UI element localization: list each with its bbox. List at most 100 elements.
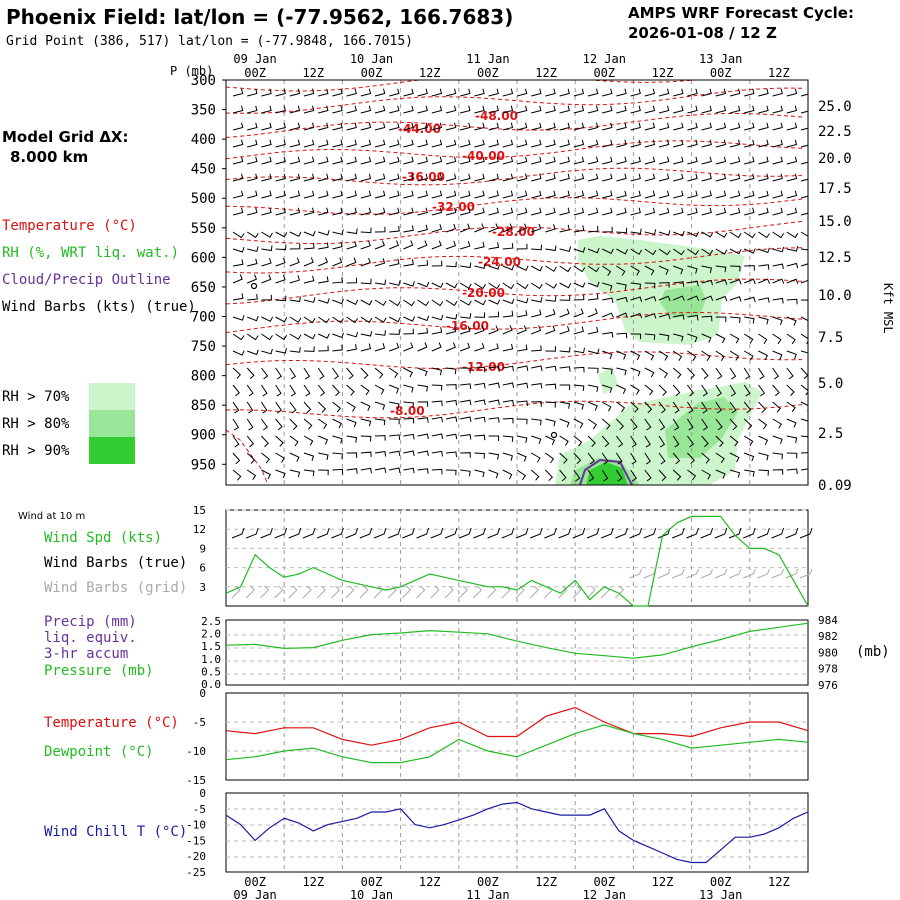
pressure-tick-label: 982 (818, 630, 838, 643)
wind-barb (672, 401, 680, 414)
wind-barb (417, 384, 429, 392)
wind-barb (360, 435, 372, 442)
wind-barb (232, 293, 244, 301)
wind-barb (474, 434, 486, 441)
grid-wind-barb (345, 585, 355, 599)
wind-barb (772, 418, 782, 429)
wind-barb (673, 156, 684, 165)
wind-barb (346, 122, 357, 131)
wind-barb (757, 367, 765, 380)
wind-barb (559, 156, 570, 165)
cross-section-border (225, 79, 809, 486)
top-hour-label: 12Z (535, 66, 557, 80)
wind-barb (744, 105, 755, 114)
wind-barb (587, 88, 599, 97)
wind-barb (303, 230, 316, 237)
wind-barb (701, 231, 714, 238)
surface-wind-barb (274, 527, 288, 539)
wind-barb (289, 435, 299, 447)
wind-barb (715, 435, 724, 447)
wind-barb (687, 384, 695, 397)
isotherm-label: -28.00 (492, 225, 535, 239)
wind-barb (232, 207, 244, 216)
wind-barb (303, 156, 315, 165)
wind-barb (531, 401, 542, 407)
wind-barb (616, 350, 627, 360)
bottom-hour-label: 12Z (535, 875, 557, 889)
wind-barb (573, 308, 584, 318)
legend-temperature-panel: Temperature (°C) (44, 715, 179, 731)
wind-barb (417, 105, 428, 114)
wind-barb (445, 88, 457, 97)
wind-barb (743, 384, 751, 397)
wind-barb (587, 156, 599, 165)
wind-barb (232, 122, 244, 131)
wind-barb (431, 260, 443, 267)
wind-barb (261, 367, 269, 380)
wind-barb (332, 435, 343, 444)
top-hour-label: 12Z (768, 66, 790, 80)
wind-barb (289, 207, 301, 216)
wind-barb (673, 88, 684, 97)
grid-wind-barb (657, 568, 671, 579)
surface-wind-barb (444, 527, 458, 539)
wind-barb (800, 127, 808, 131)
wind-barb (389, 139, 400, 148)
wind-barb (445, 207, 457, 216)
wind-barb (772, 105, 783, 114)
legend-rh70-swatch (89, 383, 135, 410)
wind-barb (275, 88, 286, 97)
wind-barb (658, 122, 670, 131)
wind-barb (672, 469, 682, 481)
wind-barb (332, 122, 343, 131)
wind-barb (587, 418, 597, 430)
surface-wind-barb (785, 527, 799, 539)
wind-barb (502, 264, 515, 271)
wind-barb (559, 105, 570, 114)
wind-chill-tick-label: -20 (186, 850, 206, 863)
wind-barb (303, 139, 315, 148)
wind-barb (261, 156, 272, 165)
wind-barb (232, 88, 244, 97)
wind-barb (587, 326, 599, 335)
wind-barb (673, 173, 684, 182)
wind-barb (701, 190, 712, 199)
wind-barb (275, 384, 282, 397)
wind-10m-label: Wind at 10 m (18, 511, 85, 522)
temperature-line (225, 706, 809, 746)
wind-barb (389, 240, 400, 250)
wind-barb (232, 190, 244, 199)
wind-barb (360, 343, 372, 352)
wind-barb (303, 333, 316, 340)
wind-barb (573, 173, 585, 182)
wind-barb (303, 316, 316, 324)
wind-barb (247, 105, 258, 114)
wind-barb (332, 298, 344, 305)
wind-barb (488, 311, 500, 318)
wind-barb (729, 122, 741, 131)
wind-barb (360, 88, 372, 97)
wind-barb (658, 350, 669, 361)
wind-barb (261, 245, 273, 252)
wind-barb (672, 248, 685, 256)
wind-barb (360, 467, 372, 474)
legend-wind-barbs: Wind Barbs (kts) (true) (2, 299, 196, 315)
wind-barb (232, 105, 244, 114)
wind-barb (800, 263, 808, 267)
wind-barb (729, 207, 741, 216)
wind-barb (630, 435, 637, 448)
surface-wind-barb (501, 527, 515, 539)
wind-barb (303, 173, 315, 182)
wind-barb (431, 327, 443, 335)
wind-chill-tick-label: -10 (186, 819, 206, 832)
pressure-tick-label: 350 (191, 103, 216, 119)
wind-barb (772, 207, 783, 216)
wind-barb (644, 248, 657, 256)
wind-barb (474, 190, 485, 199)
wind-barb (673, 333, 684, 342)
wind-barb (559, 190, 570, 199)
wind-barb (630, 367, 641, 377)
wind-barb (318, 190, 329, 199)
wind-barb (474, 299, 487, 306)
wind-barb (403, 417, 415, 424)
